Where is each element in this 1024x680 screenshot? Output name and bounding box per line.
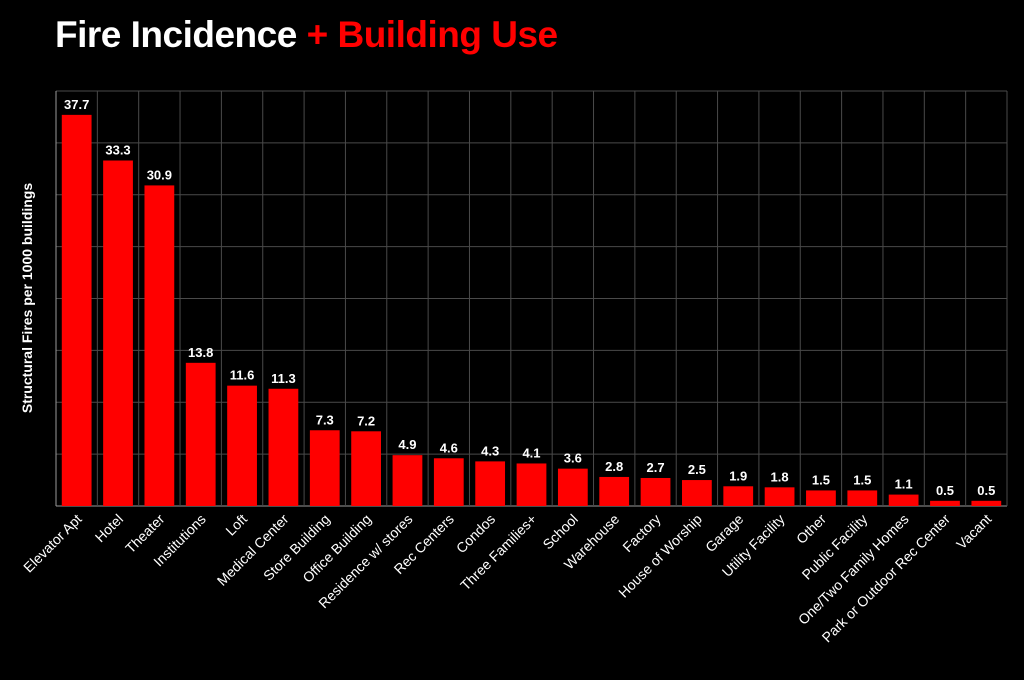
data-label: 33.3: [105, 143, 130, 158]
bar: [475, 461, 506, 506]
bar: [971, 500, 1002, 506]
data-label: 7.2: [357, 413, 375, 428]
bars: [61, 114, 1002, 507]
data-label: 37.7: [64, 97, 89, 112]
bar: [351, 431, 381, 506]
data-label: 1.5: [812, 472, 830, 487]
x-tick-label: Elevator Apt: [20, 511, 85, 576]
bar: [723, 486, 754, 506]
value-labels: 37.7 33.3 30.9 13.8 11.6 11.3 7.3 7.2 4.9 4.6 4.3 4…: [64, 97, 995, 498]
bar: [806, 490, 836, 506]
data-label: 4.9: [398, 437, 416, 452]
bar: [103, 160, 133, 506]
data-label: 4.6: [440, 440, 458, 455]
bar: [847, 490, 878, 506]
bar: [227, 385, 257, 506]
bar: [930, 500, 960, 506]
x-tick-label: Vacant: [953, 511, 994, 552]
bar: [682, 480, 712, 506]
bar: [557, 468, 588, 506]
data-label: 11.3: [271, 371, 296, 386]
chart-title: Fire Incidence + Building Use: [55, 14, 558, 56]
gridlines: [55, 90, 1008, 507]
bar: [185, 362, 216, 506]
data-label: 0.5: [977, 483, 995, 498]
bar: [888, 494, 919, 506]
y-axis-label: Structural Fires per 1000 buildings: [19, 183, 35, 414]
bar: [309, 430, 340, 506]
bar: [61, 114, 92, 507]
data-label: 2.8: [605, 459, 623, 474]
data-label: 1.1: [895, 477, 913, 492]
data-label: 0.5: [936, 483, 954, 498]
bar: [433, 458, 464, 506]
data-label: 13.8: [188, 345, 213, 360]
data-label: 7.3: [316, 412, 334, 427]
bar: [392, 455, 423, 506]
bar: [640, 477, 671, 506]
x-tick-label: Medical Center: [214, 511, 292, 589]
bar: [764, 487, 795, 506]
data-label: 1.5: [853, 472, 871, 487]
x-tick-label: Hotel: [92, 511, 126, 545]
bar: [516, 463, 547, 506]
data-label: 2.7: [647, 460, 665, 475]
x-tick-label: Loft: [222, 511, 250, 539]
chart-title-part2: + Building Use: [306, 14, 559, 55]
data-label: 30.9: [147, 167, 172, 182]
bar: [144, 185, 175, 506]
data-label: 4.3: [481, 443, 499, 458]
data-label: 1.9: [729, 468, 747, 483]
x-tick-label: Other: [793, 511, 829, 547]
data-label: 4.1: [522, 445, 540, 460]
bar: [599, 476, 630, 506]
chart-title-part1: Fire Incidence: [55, 14, 297, 55]
data-label: 1.8: [771, 469, 789, 484]
data-label: 3.6: [564, 451, 582, 466]
data-label: 11.6: [230, 368, 255, 383]
bar: [268, 388, 299, 506]
x-tick-label: Three Families+: [457, 511, 540, 594]
data-label: 2.5: [688, 462, 706, 477]
